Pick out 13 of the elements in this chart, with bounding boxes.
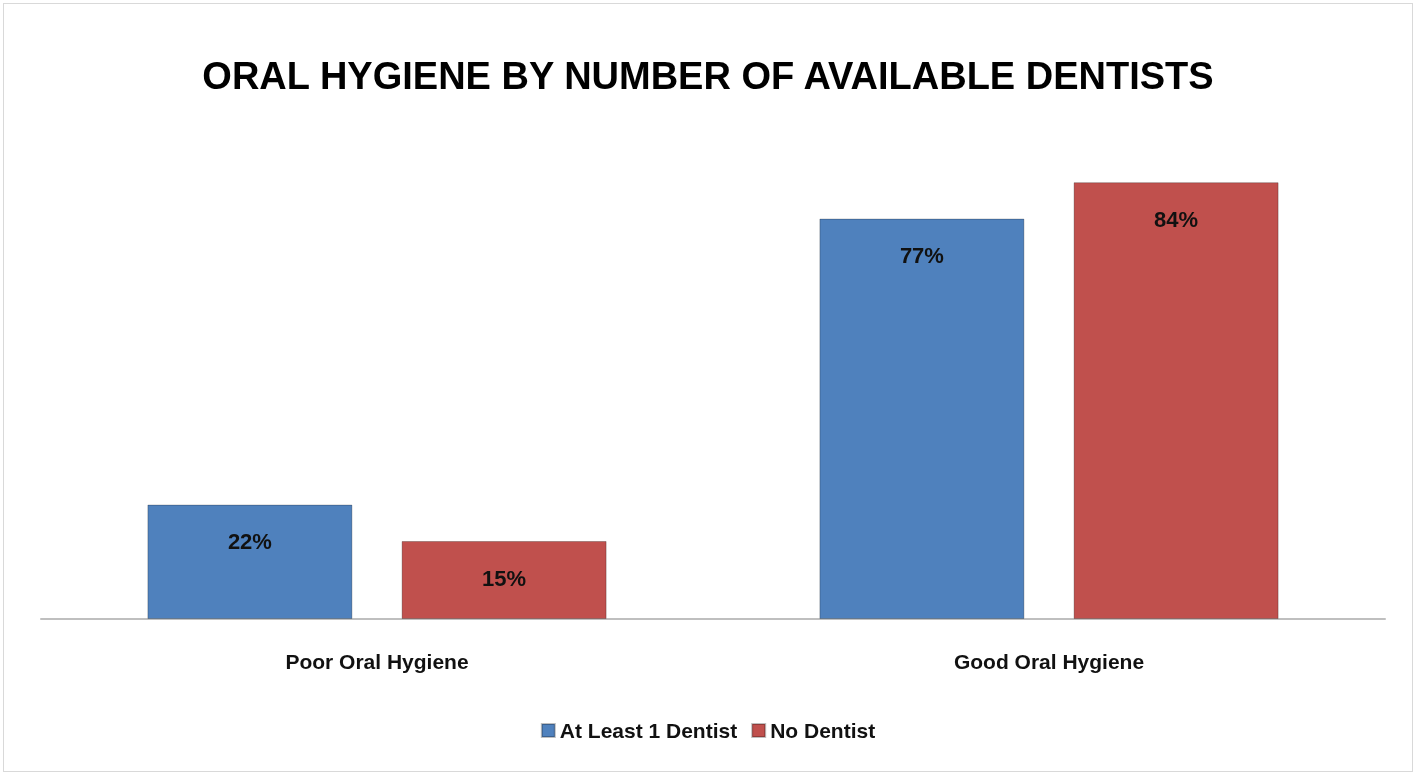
chart-title: ORAL HYGIENE BY NUMBER OF AVAILABLE DENTISTS (202, 55, 1214, 97)
bar (147, 504, 353, 619)
data-label: 15% (482, 565, 527, 591)
bar (401, 541, 607, 619)
legend-label: At Least 1 Dentist (559, 719, 738, 742)
bar (819, 218, 1025, 619)
bar (1073, 182, 1279, 619)
legend-label: No Dentist (770, 719, 876, 742)
x-tick-label: Good Oral Hygiene (953, 650, 1145, 673)
data-label: 84% (1154, 206, 1199, 232)
x-tick-label: Poor Oral Hygiene (285, 650, 469, 673)
data-label: 77% (899, 243, 944, 269)
data-label: 22% (227, 529, 272, 555)
